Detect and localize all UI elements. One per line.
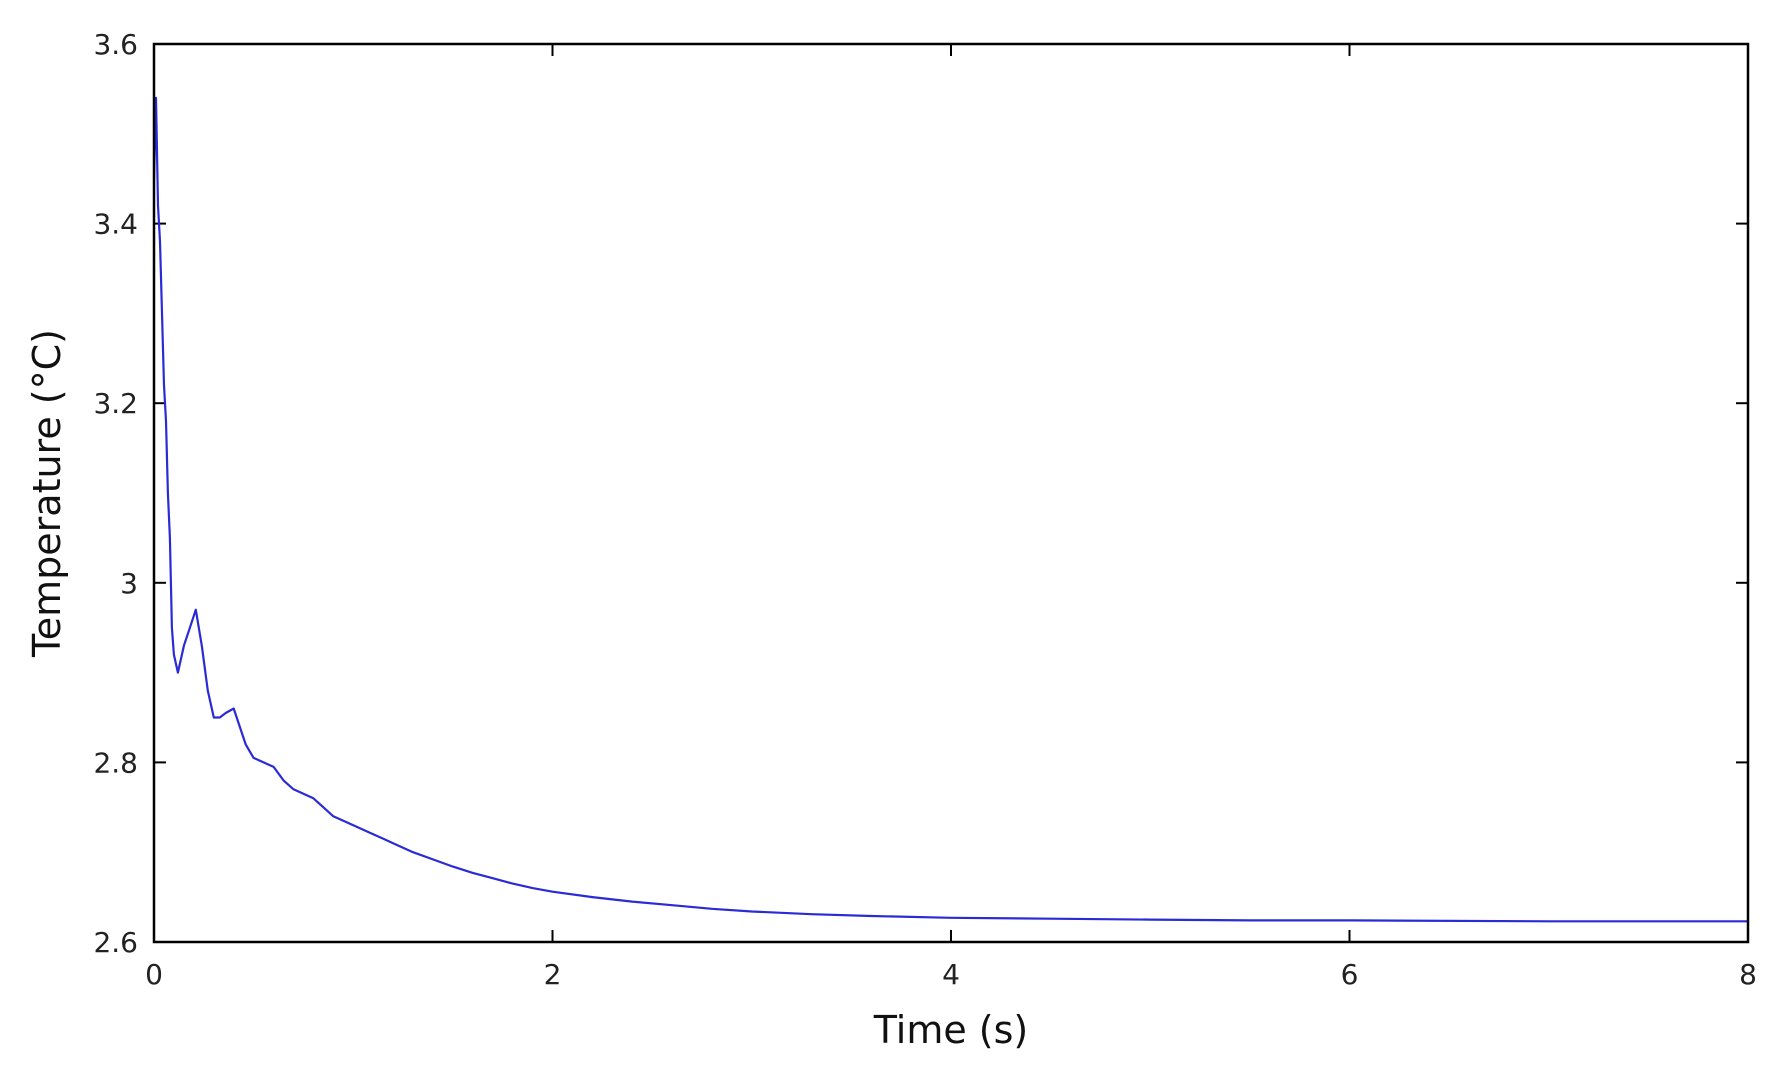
ticks-layer <box>153 43 1749 943</box>
plot-frame <box>152 42 1750 944</box>
y-tick-label: 3.6 <box>93 28 138 61</box>
x-tick-label: 6 <box>1341 958 1359 991</box>
y-tick-label: 3.2 <box>93 387 138 420</box>
x-tick-label: 2 <box>544 958 562 991</box>
y-tick-label: 3 <box>120 567 138 600</box>
y-tick-label: 2.6 <box>93 926 138 959</box>
y-axis-title: Temperature (°C) <box>25 329 69 658</box>
y-tick-label: 2.8 <box>93 746 138 779</box>
x-tick-label: 0 <box>145 958 163 991</box>
x-tick-label: 8 <box>1739 958 1757 991</box>
x-axis-title: Time (s) <box>873 1008 1029 1052</box>
y-tick-label: 3.4 <box>93 208 138 241</box>
labels-layer: 0 2 4 6 8 2.6 2.8 3 3.2 3.4 3.6 <box>93 28 1756 991</box>
series-line <box>152 96 1748 923</box>
x-tick-label: 4 <box>942 958 960 991</box>
series-layer <box>152 96 1748 923</box>
